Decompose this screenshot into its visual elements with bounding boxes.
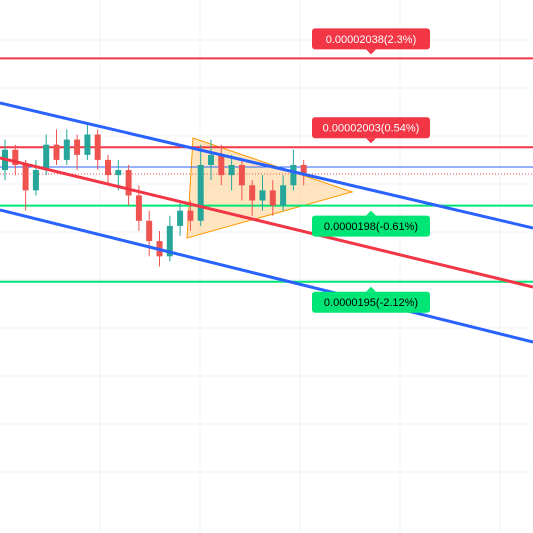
level-label: 0.00002038(2.3%): [326, 34, 417, 46]
level-label: 0.0000195(-2.12%): [324, 297, 418, 309]
candle-body: [197, 164, 204, 221]
channel-bottom: [0, 208, 533, 344]
level-label: 0.00002003(0.54%): [323, 123, 420, 135]
candle-body: [105, 159, 111, 176]
candle-body: [228, 164, 235, 176]
level-label-pointer: [366, 49, 376, 55]
candle-body: [300, 164, 307, 176]
candle-body: [218, 154, 225, 176]
candle-body: [22, 164, 29, 191]
candle-body: [125, 170, 132, 196]
level-labels: 0.00002038(2.3%) 0.00002003(0.54%) 0.00001…: [312, 28, 430, 313]
candle-body: [94, 134, 101, 160]
level-label-box: [312, 291, 430, 313]
candle-body: [249, 185, 256, 201]
level-label-box: [312, 117, 430, 139]
level-label-box: [312, 28, 430, 50]
candle-body: [290, 164, 297, 186]
candle-body: [32, 170, 39, 191]
candle-body: [280, 185, 287, 206]
candle-body: [84, 134, 91, 155]
candle-body: [53, 144, 60, 160]
candle-body: [238, 164, 245, 186]
candle-body: [74, 139, 81, 155]
candle-body: [187, 210, 194, 221]
candle-body: [146, 220, 153, 242]
candle-body: [135, 195, 142, 221]
level-label-pointer: [366, 210, 376, 216]
level-label-pointer: [366, 138, 376, 144]
candle-body: [269, 190, 276, 206]
channel-middle: [0, 156, 533, 289]
channel-top: [0, 101, 533, 230]
level-label: 0.0000198(-0.61%): [324, 221, 418, 233]
candle-body: [63, 139, 70, 160]
candle-body: [166, 225, 173, 257]
candle-body: [208, 154, 214, 165]
candle-body: [12, 149, 19, 165]
level-label-box: [312, 215, 430, 237]
candle-body: [115, 170, 122, 176]
candle-body: [43, 144, 50, 171]
candle-body: [259, 190, 266, 201]
level-label-pointer: [366, 286, 376, 292]
candle-body: [177, 210, 184, 226]
